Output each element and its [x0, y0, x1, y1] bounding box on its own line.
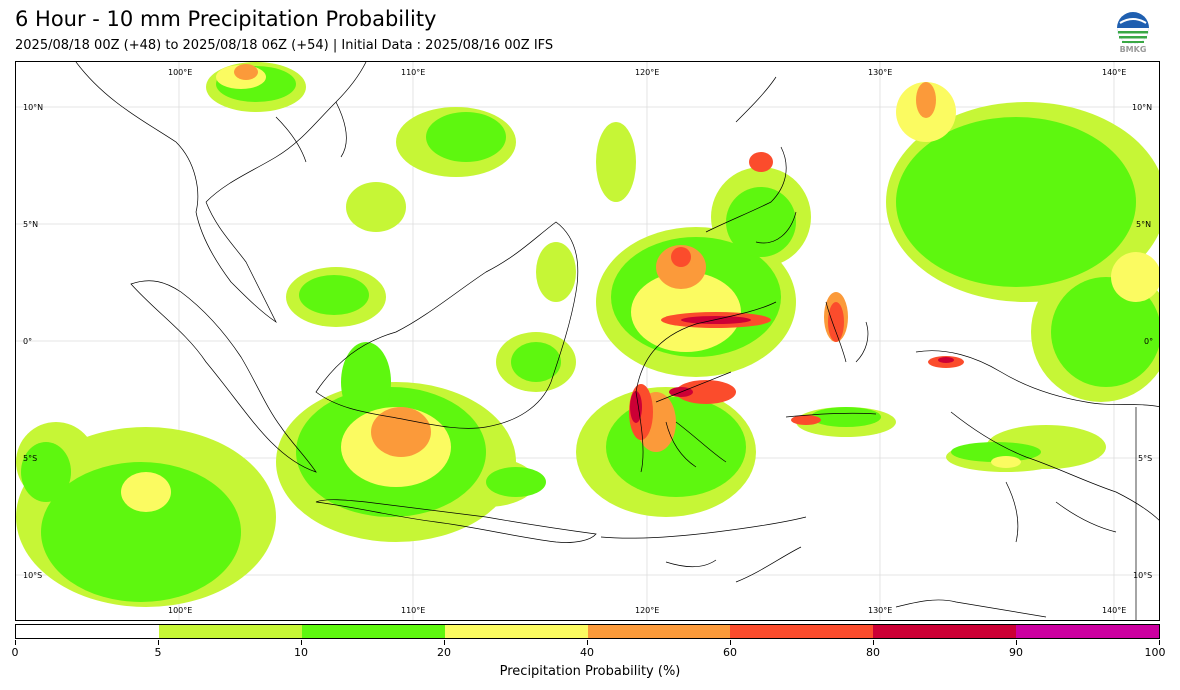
precipitation-map: 100°E 110°E 120°E 130°E 140°E 100°E 110°…	[15, 61, 1160, 621]
colorbar-tick	[1016, 640, 1017, 645]
colorbar-segment	[158, 625, 302, 638]
lat-label-left: 10°S	[23, 571, 43, 580]
lon-label-top: 120°E	[635, 68, 660, 77]
colorbar-tick	[1159, 640, 1160, 645]
colorbar-title: Precipitation Probability (%)	[499, 664, 681, 679]
lat-label-right: 5°S	[1138, 454, 1153, 463]
lat-label-right: 10°N	[1132, 103, 1153, 112]
lat-label-right: 0°	[1144, 337, 1154, 346]
lon-label-top: 110°E	[401, 68, 426, 77]
colorbar-segment	[1016, 625, 1159, 638]
coastlines	[75, 62, 1159, 620]
colorbar-tick	[301, 640, 302, 645]
lon-label-top: 140°E	[1102, 68, 1127, 77]
colorbar-tick	[873, 640, 874, 645]
colorbar-tick-label: 0	[11, 646, 19, 659]
map-canvas	[16, 62, 1159, 620]
lon-label-bottom: 140°E	[1102, 606, 1127, 615]
colorbar-tick	[444, 640, 445, 645]
colorbar-segment	[301, 625, 445, 638]
colorbar	[15, 624, 1160, 639]
colorbar-tick-label: 20	[437, 646, 451, 659]
colorbar-tick-label: 90	[1009, 646, 1023, 659]
map-title: 6 Hour - 10 mm Precipitation Probability	[15, 7, 437, 31]
map-subtitle: 2025/08/18 00Z (+48) to 2025/08/18 06Z (…	[15, 38, 554, 53]
colorbar-tick-label: 60	[723, 646, 737, 659]
colorbar-segment	[730, 625, 874, 638]
colorbar-segment	[873, 625, 1017, 638]
lon-label-bottom: 130°E	[868, 606, 893, 615]
lat-label-right: 5°N	[1136, 220, 1152, 229]
lat-label-left: 10°N	[23, 103, 44, 112]
colorbar-tick	[15, 640, 16, 645]
lat-label-left: 0°	[23, 337, 33, 346]
bmkg-logo-icon: BMKG	[1114, 11, 1152, 57]
colorbar-tick	[158, 640, 159, 645]
colorbar-tick-label: 40	[580, 646, 594, 659]
colorbar-tick	[730, 640, 731, 645]
lon-label-bottom: 100°E	[168, 606, 193, 615]
colorbar-tick-label: 10	[294, 646, 308, 659]
lon-label-top: 130°E	[868, 68, 893, 77]
lon-label-bottom: 110°E	[401, 606, 426, 615]
lon-label-bottom: 120°E	[635, 606, 660, 615]
colorbar-tick-label: 5	[154, 646, 162, 659]
logo-text: BMKG	[1119, 45, 1147, 54]
lon-label-top: 100°E	[168, 68, 193, 77]
colorbar-segment	[587, 625, 731, 638]
colorbar-tick-label: 100	[1144, 646, 1166, 659]
prob-10-20-areas	[21, 66, 1159, 602]
lat-label-left: 5°S	[23, 454, 38, 463]
lat-label-right: 10°S	[1133, 571, 1153, 580]
lat-label-left: 5°N	[23, 220, 39, 229]
colorbar-tick	[587, 640, 588, 645]
colorbar-segment	[16, 625, 159, 638]
colorbar-tick-label: 80	[866, 646, 880, 659]
colorbar-segment	[444, 625, 588, 638]
